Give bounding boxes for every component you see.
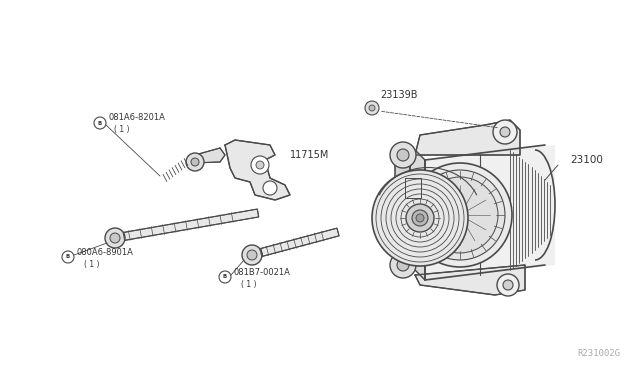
Circle shape: [500, 127, 510, 137]
Circle shape: [408, 163, 512, 267]
Circle shape: [110, 233, 120, 243]
Text: R231002G: R231002G: [577, 349, 620, 358]
Text: 081B7-0021A: 081B7-0021A: [233, 268, 290, 277]
Circle shape: [94, 117, 106, 129]
Circle shape: [497, 274, 519, 296]
Circle shape: [415, 170, 505, 260]
Text: B: B: [66, 254, 70, 260]
Circle shape: [186, 153, 204, 171]
Text: 23100: 23100: [570, 155, 603, 165]
Circle shape: [406, 204, 434, 232]
Circle shape: [422, 177, 498, 253]
Circle shape: [390, 142, 416, 168]
Polygon shape: [415, 265, 525, 295]
Text: ( 1 ): ( 1 ): [241, 280, 257, 289]
Text: 081A6-8201A: 081A6-8201A: [108, 113, 165, 122]
Text: 080A6-8901A: 080A6-8901A: [76, 248, 133, 257]
Circle shape: [251, 156, 269, 174]
Circle shape: [191, 158, 199, 166]
Polygon shape: [123, 209, 259, 240]
Circle shape: [416, 214, 424, 222]
Polygon shape: [395, 145, 410, 275]
Polygon shape: [193, 148, 225, 163]
Text: ( 1 ): ( 1 ): [84, 260, 99, 269]
Circle shape: [365, 101, 379, 115]
Polygon shape: [260, 228, 339, 256]
Text: 23139B: 23139B: [380, 90, 417, 100]
Text: ( 1 ): ( 1 ): [114, 125, 129, 134]
Circle shape: [105, 228, 125, 248]
Circle shape: [372, 170, 468, 266]
Circle shape: [263, 181, 277, 195]
Circle shape: [412, 210, 428, 226]
Polygon shape: [410, 145, 425, 280]
Polygon shape: [225, 140, 290, 200]
Circle shape: [242, 245, 262, 265]
Circle shape: [503, 280, 513, 290]
Polygon shape: [415, 120, 520, 155]
Text: 11715M: 11715M: [290, 150, 330, 160]
Circle shape: [219, 271, 231, 283]
Text: B: B: [98, 121, 102, 125]
Circle shape: [493, 120, 517, 144]
Circle shape: [397, 149, 409, 161]
Circle shape: [256, 161, 264, 169]
Circle shape: [369, 105, 375, 111]
Polygon shape: [425, 145, 555, 280]
Circle shape: [397, 259, 409, 271]
Circle shape: [390, 252, 416, 278]
Text: B: B: [223, 275, 227, 279]
Circle shape: [62, 251, 74, 263]
Circle shape: [247, 250, 257, 260]
Polygon shape: [405, 178, 421, 198]
